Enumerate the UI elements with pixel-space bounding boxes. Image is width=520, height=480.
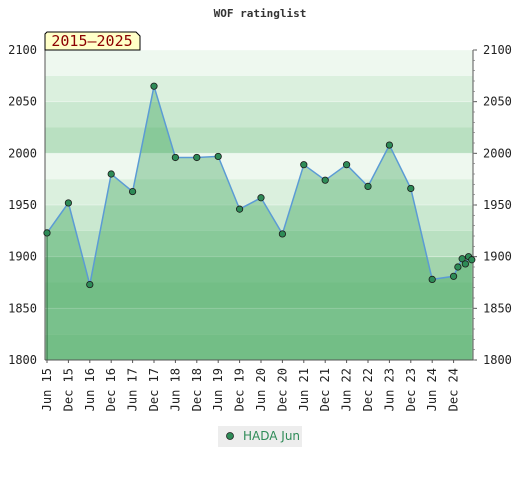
x-tick-label: Dec 23 [404,368,418,411]
x-tick-label: Jun 23 [382,368,396,411]
x-tick-label: Jun 18 [168,368,182,411]
data-point [236,205,244,213]
band [45,230,473,257]
year-range-text: 2015–2025 [51,32,132,50]
y-tick-label-right: 2000 [483,146,512,160]
band [45,101,473,128]
data-point [43,229,51,237]
x-axis: Jun 15 Dec 15 Jun 16 Dec 16 Jun 17 Dec 17 Jun … [40,360,461,411]
x-tick-label: Jun 20 [254,368,268,411]
y-tick-label-left: 2000 [8,146,37,160]
x-tick-label: Jun 22 [340,368,354,411]
data-point [342,161,351,169]
y-tick-label-left: 1850 [8,301,37,315]
data-point [468,256,476,264]
data-point [278,230,286,238]
y-tick-label-right: 1800 [483,353,512,367]
data-point [64,199,73,207]
y-tick-label-left: 1900 [8,250,37,264]
x-tick-label: Jun 17 [126,368,140,411]
x-tick-label: Jun 19 [211,368,225,411]
data-point [454,263,462,271]
data-point [449,272,458,280]
x-tick-label: Dec 16 [104,368,118,411]
legend-marker [226,432,234,440]
band [45,153,473,180]
x-tick-label: Dec 24 [447,368,461,411]
band [45,282,473,309]
y-tick-label-left: 1950 [8,198,37,212]
data-point [428,275,436,283]
x-tick-label: Jun 21 [297,368,311,411]
y-axis-right: 1800 1850 1900 1950 2000 2050 2100 [473,43,512,367]
series-area [47,86,472,360]
x-tick-label: Jun 24 [425,368,439,411]
data-point [458,255,466,263]
x-tick-label: Jun 15 [40,368,54,411]
x-tick-label: Jun 16 [83,368,97,411]
legend-label: HADA Jun [243,429,300,443]
data-point [107,170,115,178]
data-points [43,82,476,289]
y-tick-label-left: 2100 [8,43,37,57]
band [45,205,473,231]
band [45,127,473,154]
data-point [407,184,415,193]
y-tick-label-left: 1800 [8,353,37,367]
legend: HADA Jun [218,426,302,447]
x-tick-label: Dec 19 [233,368,247,411]
data-point [214,152,222,161]
x-tick-label: Dec 17 [147,368,161,411]
data-point [150,82,158,90]
data-point [171,153,179,162]
x-tick-label: Dec 21 [318,368,332,411]
y-tick-label-right: 1950 [483,198,512,212]
data-point [461,260,469,268]
x-tick-label: Dec 20 [275,368,289,411]
x-tick-label: Dec 22 [361,368,375,411]
y-tick-label-right: 2050 [483,95,512,109]
band [45,50,473,76]
data-point [321,176,329,184]
band [45,308,473,335]
data-point [257,194,265,202]
data-point [86,280,94,289]
chart-title: WOF ratinglist [214,7,307,20]
data-point [129,187,137,196]
data-point [193,153,201,162]
y-tick-label-right: 1900 [483,250,512,264]
y-tick-label-right: 1850 [483,301,512,315]
data-point [385,141,393,149]
data-point [300,161,308,169]
y-axis-left: 1800 1850 1900 1950 2000 2050 2100 [8,43,37,367]
year-range-badge: 2015–2025 [44,31,141,51]
x-tick-label: Dec 18 [190,368,204,411]
y-tick-label-right: 2100 [483,43,512,57]
x-tick-label: Dec 15 [61,368,75,411]
data-point [364,182,372,190]
y-tick-label-left: 2050 [8,95,37,109]
band [45,75,473,102]
band [45,334,473,360]
background-bands [45,50,473,360]
band [45,256,473,283]
